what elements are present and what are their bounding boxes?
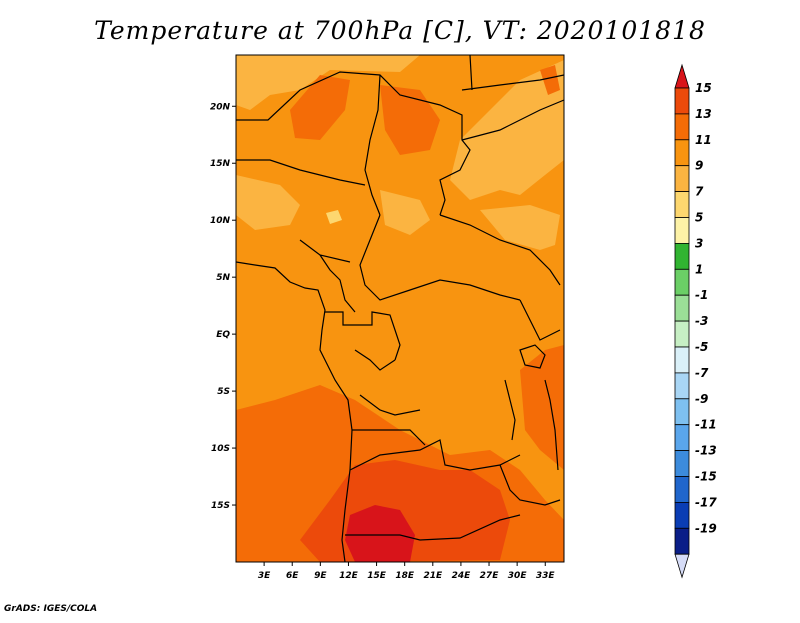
border-n4 [461, 99, 564, 141]
colorbar-segment [674, 346, 690, 374]
field-7c-north [236, 55, 420, 110]
colorbar-label: 1 [695, 262, 703, 276]
colorbar-label: 3 [695, 236, 703, 250]
border-c4 [325, 311, 401, 361]
border-n1 [236, 71, 471, 216]
border-c5 [354, 349, 421, 416]
lon-tick-label: 6E [286, 571, 299, 581]
border-n2 [364, 74, 381, 216]
lon-tick-label: 33E [536, 571, 556, 581]
lon-tick-label: 15E [367, 571, 387, 581]
lat-tick-label: 10S [211, 444, 230, 454]
colorbar-segment [674, 87, 690, 115]
country-borders [236, 55, 564, 562]
field-11c-east-africa [520, 345, 564, 470]
lon-tick-label: 18E [395, 571, 415, 581]
lat-tick-label: 5S [217, 387, 230, 397]
lat-tick-label: EQ [216, 330, 230, 340]
colorbar-segment [674, 424, 690, 452]
border-c3 [439, 214, 561, 286]
colorbar-segment [674, 165, 690, 192]
field-7c-sahel [236, 175, 300, 230]
colorbar-segment [674, 476, 690, 503]
colorbar-segment [674, 191, 690, 218]
colorbar-label: -1 [695, 288, 708, 302]
colorbar-segment [674, 139, 690, 167]
lon-tick-label: 12E [339, 571, 359, 581]
map-frame [235, 54, 565, 563]
lon-tick-label: 30E [508, 571, 528, 581]
colorbar-label: -19 [695, 521, 717, 535]
longitude-axis: 3E 6E 9E 12E 15E 18E 21E 24E 27E 30E 33E [258, 562, 556, 581]
colorbar-label: -7 [695, 366, 709, 380]
border-s2 [352, 429, 426, 446]
lake-tanganyika [504, 379, 516, 441]
colorbar-segment [674, 113, 690, 141]
map-title: Temperature at 700hPa [C], VT: 202010181… [94, 16, 706, 45]
colorbar-label: -3 [695, 314, 708, 328]
lat-tick-label: 15N [210, 159, 231, 169]
border-s3 [499, 464, 561, 506]
field-11c-sea [540, 65, 560, 95]
colorbar-segment [674, 450, 690, 477]
lon-tick-label: 21E [423, 571, 443, 581]
colorbar-bottom-arrow [674, 553, 690, 579]
colorbar-segment [674, 294, 690, 322]
colorbar-segment [674, 501, 690, 529]
field-11c-tibesti [290, 75, 350, 140]
lat-tick-label: 10N [210, 216, 231, 226]
lon-tick-label: 24E [452, 571, 472, 581]
colorbar-top-arrow [674, 63, 690, 89]
field-7c-northeast [450, 60, 564, 200]
field-5c-patch [326, 210, 342, 224]
field-7c-chad [380, 190, 430, 235]
colorbar: 15 13 11 9 7 5 3 1 -1 -3 -5 -7 -9 -11 -13 -15 -17 -19 [674, 63, 717, 579]
border-n5 [461, 55, 564, 91]
colorbar-segment [674, 372, 690, 400]
field-11c-east [380, 85, 440, 155]
temperature-field [236, 55, 564, 562]
colorbar-label: -13 [695, 444, 717, 458]
colorbar-label: -15 [695, 470, 717, 484]
colorbar-label: 7 [695, 185, 704, 199]
colorbar-label: 5 [695, 211, 703, 225]
border-c2 [299, 239, 356, 313]
colorbar-label: -11 [695, 418, 717, 432]
colorbar-segment [674, 217, 690, 244]
field-15c-core [345, 505, 415, 562]
colorbar-label: 15 [695, 81, 712, 95]
lat-tick-label: 20N [210, 102, 231, 112]
colorbar-label: 11 [695, 133, 712, 147]
colorbar-label: 13 [695, 107, 712, 121]
border-c1 [359, 214, 521, 301]
lon-tick-label: 27E [480, 571, 500, 581]
lon-tick-label: 9E [314, 571, 327, 581]
coastline-east [519, 299, 561, 471]
credit-label: GrADS: IGES/COLA [4, 604, 98, 614]
border-s4 [345, 514, 521, 541]
colorbar-label: 9 [695, 159, 703, 173]
colorbar-segment [674, 527, 690, 555]
colorbar-label: -17 [695, 495, 717, 509]
colorbar-label: -5 [695, 340, 708, 354]
colorbar-label: -9 [695, 392, 708, 406]
lon-tick-label: 3E [258, 571, 271, 581]
lat-tick-label: 15S [211, 501, 230, 511]
colorbar-segment [674, 268, 690, 296]
coastline-west [236, 261, 353, 562]
latitude-axis: 20N 15N 10N 5N EQ 5S 10S 15S [210, 102, 236, 511]
border-s1 [349, 439, 521, 471]
colorbar-segment [674, 242, 690, 270]
lat-tick-label: 5N [216, 273, 230, 283]
border-n3 [236, 159, 366, 186]
colorbar-segment [674, 320, 690, 348]
colorbar-segment [674, 398, 690, 426]
lake-victoria [519, 344, 546, 369]
field-7c-sudan [480, 205, 560, 250]
